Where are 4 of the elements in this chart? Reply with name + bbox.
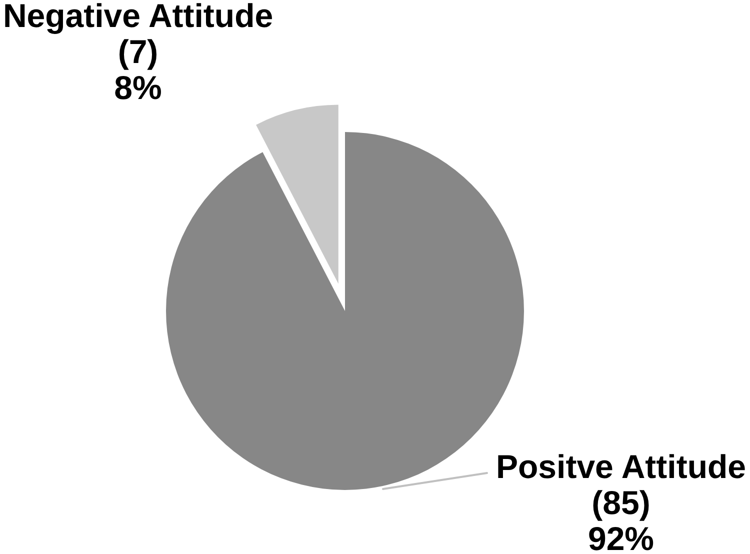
- data-label: (7) 8%: [114, 33, 162, 106]
- slice-label: Positve Attitude: [496, 448, 746, 485]
- data-label: (85) 92%: [588, 484, 654, 554]
- slice-label: Negative Attitude: [2, 0, 274, 34]
